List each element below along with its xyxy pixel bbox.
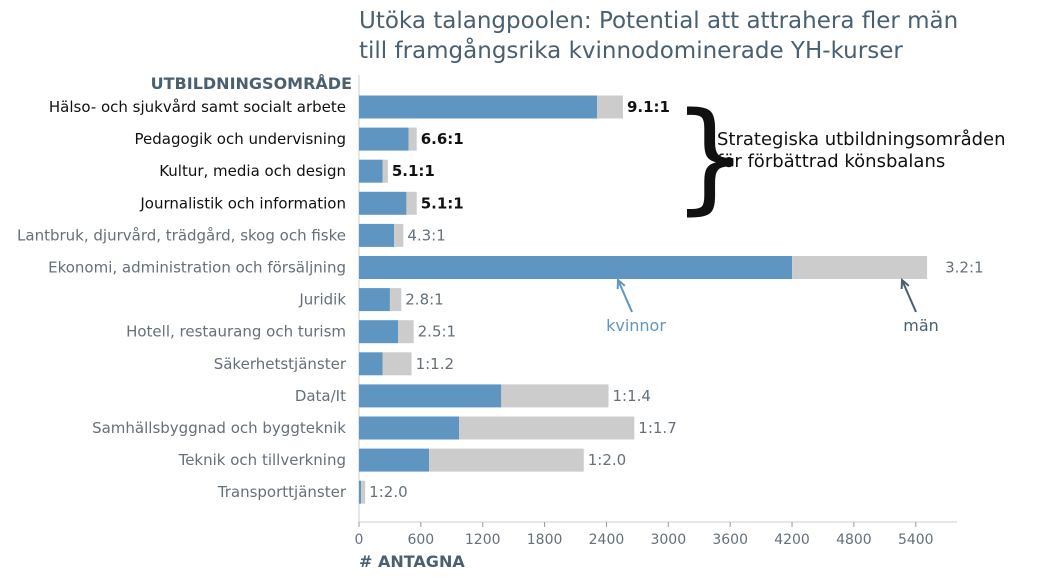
x-tick-label: 1200 bbox=[465, 532, 501, 548]
bar-kvinnor bbox=[359, 480, 362, 504]
bracket-label-line-1: Strategiska utbildningsområden bbox=[717, 129, 1006, 150]
bar-kvinnor bbox=[359, 191, 407, 215]
ratio-label: 1:1.7 bbox=[638, 419, 676, 437]
ratio-label: 5.1:1 bbox=[421, 194, 464, 212]
category-label: Hotell, restaurang och turism bbox=[126, 323, 346, 341]
category-label: Lantbruk, djurvård, trädgård, skog och f… bbox=[17, 226, 346, 244]
bar-kvinnor bbox=[359, 223, 395, 247]
category-label: Teknik och tillverkning bbox=[178, 451, 346, 469]
ratio-label: 1:1.4 bbox=[613, 387, 651, 405]
x-axis-label: # ANTAGNA bbox=[359, 552, 465, 571]
bar-man bbox=[406, 191, 417, 215]
x-tick-label: 0 bbox=[355, 532, 364, 548]
bar-kvinnor bbox=[359, 127, 409, 151]
category-label: Samhällsbyggnad och byggteknik bbox=[92, 419, 346, 437]
bar-kvinnor bbox=[359, 256, 793, 279]
bar-man bbox=[361, 480, 366, 504]
arrow-man-shaft bbox=[901, 279, 917, 313]
category-label: Ekonomi, administration och försäljning bbox=[48, 259, 346, 277]
category-label: Kultur, media och design bbox=[159, 162, 346, 180]
arrow-kvinnor-head bbox=[616, 277, 626, 290]
ratio-label: 1:2.0 bbox=[588, 451, 626, 469]
bar-kvinnor bbox=[359, 320, 399, 344]
category-label: Pedagogik och undervisning bbox=[135, 130, 347, 148]
bar-man bbox=[408, 127, 417, 151]
bar-kvinnor bbox=[359, 416, 460, 440]
y-axis-label: UTBILDNINGSOMRÅDE bbox=[151, 74, 352, 93]
highlight-bracket: } bbox=[672, 88, 748, 227]
x-tick-label: 4200 bbox=[774, 532, 810, 548]
chart-title-line-2: till framgångsrika kvinnodominerade YH-k… bbox=[359, 38, 903, 64]
category-label: Journalistik och information bbox=[139, 194, 346, 212]
bar-man bbox=[389, 288, 402, 312]
x-tick-label: 1800 bbox=[527, 532, 563, 548]
arrow-man-head bbox=[900, 277, 910, 290]
bar-man bbox=[597, 95, 623, 119]
ratio-label: 3.2:1 bbox=[945, 259, 983, 277]
x-tick-label: 600 bbox=[407, 532, 434, 548]
arrow-kvinnor-shaft bbox=[617, 279, 633, 313]
bar-kvinnor bbox=[359, 288, 390, 312]
bar-man bbox=[394, 223, 404, 247]
bar-man bbox=[792, 256, 928, 279]
x-tick-label: 2400 bbox=[589, 532, 625, 548]
ratio-label: 4.3:1 bbox=[407, 226, 445, 244]
ratio-label: 1:2.0 bbox=[369, 483, 407, 501]
bracket-label-line-2: för förbättrad könsbalans bbox=[717, 151, 945, 172]
bar-man bbox=[501, 384, 609, 408]
x-tick-label: 5400 bbox=[898, 532, 934, 548]
annotation-man: män bbox=[903, 316, 939, 335]
bar-kvinnor bbox=[359, 159, 383, 183]
bar-kvinnor bbox=[359, 448, 430, 472]
ratio-label: 1:1.2 bbox=[416, 355, 454, 373]
category-label: Juridik bbox=[298, 291, 346, 309]
category-label: Transporttjänster bbox=[217, 483, 347, 501]
category-label: Säkerhetstjänster bbox=[214, 355, 347, 373]
ratio-label: 2.5:1 bbox=[418, 323, 456, 341]
bar-man bbox=[459, 416, 635, 440]
bar-man bbox=[382, 352, 412, 376]
ratio-label: 5.1:1 bbox=[392, 162, 435, 180]
chart-title: Utöka talangpoolen: Potential att attrah… bbox=[359, 6, 1039, 66]
x-tick-label: 3600 bbox=[712, 532, 748, 548]
bar-man bbox=[382, 159, 388, 183]
category-label: Data/It bbox=[295, 387, 346, 405]
ratio-label: 2.8:1 bbox=[405, 291, 443, 309]
bar-kvinnor bbox=[359, 352, 383, 376]
bar-kvinnor bbox=[359, 384, 502, 408]
chart-title-line-1: Utöka talangpoolen: Potential att attrah… bbox=[359, 8, 959, 34]
bar-man bbox=[429, 448, 584, 472]
bar-kvinnor bbox=[359, 95, 598, 119]
annotation-kvinnor: kvinnor bbox=[606, 316, 666, 335]
x-tick-label: 3000 bbox=[650, 532, 686, 548]
ratio-label: 6.6:1 bbox=[421, 130, 464, 148]
category-label: Hälso- och sjukvård samt socialt arbete bbox=[49, 98, 346, 116]
bar-man bbox=[398, 320, 414, 344]
ratio-label: 9.1:1 bbox=[627, 98, 670, 116]
x-tick-label: 4800 bbox=[836, 532, 872, 548]
